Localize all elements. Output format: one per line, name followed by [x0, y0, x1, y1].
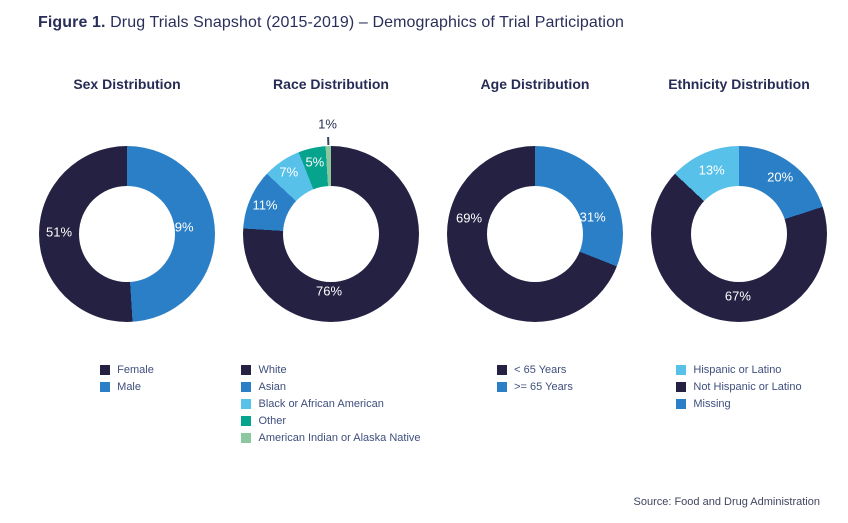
legend-item-american-indian-or-alaska-native: American Indian or Alaska Native	[241, 429, 421, 446]
chart-title-ethnicity-distribution: Ethnicity Distribution	[668, 76, 810, 92]
legend-item-hispanic-or-latino: Hispanic or Latino	[676, 361, 801, 378]
legend-item-65-years: >= 65 Years	[497, 378, 573, 395]
legend-swatch	[100, 364, 111, 375]
legend-swatch	[241, 398, 252, 409]
legend-swatch	[241, 381, 252, 392]
legend-item-not-hispanic-or-latino: Not Hispanic or Latino	[676, 378, 802, 395]
legend-sex-distribution: Female Male	[100, 361, 154, 395]
donut-sex-distribution: 51% 49%	[39, 146, 215, 322]
legend-label: >= 65 Years	[514, 380, 573, 393]
slice-label-white: 76%	[315, 283, 343, 299]
legend-label: Asian	[258, 380, 287, 393]
legend-swatch	[676, 364, 687, 375]
slice-label-not-hispanic-or-latino: 67%	[724, 288, 751, 304]
legend-item-male: Male	[100, 378, 154, 395]
slice-label-american-indian-or-alaska-native: 1%	[318, 116, 337, 132]
legend-label: Not Hispanic or Latino	[693, 380, 802, 393]
slice-label-missing: 20%	[767, 169, 794, 185]
legend-swatch	[100, 381, 111, 392]
legend-label: American Indian or Alaska Native	[258, 431, 421, 444]
slice-label-asian: 11%	[252, 197, 278, 213]
legend-item-65-years: < 65 Years	[497, 361, 573, 378]
donut-age-distribution: 69% 31%	[447, 146, 623, 322]
slice-label-hispanic-or-latino: 13%	[698, 162, 725, 178]
chart-race-distribution: Race Distribution 76% 11% 7% 5% 1% White Asian B…	[229, 76, 433, 446]
legend-label: Male	[117, 380, 141, 393]
leader-tick	[327, 137, 329, 146]
legend-swatch	[676, 381, 687, 392]
legend-item-white: White	[241, 361, 420, 378]
chart-title-race-distribution: Race Distribution	[273, 76, 389, 92]
legend-item-missing: Missing	[676, 395, 801, 412]
chart-age-distribution: Age Distribution 69% 31% < 65 Years >= 65 Ye…	[433, 76, 637, 446]
figure-number-label: Figure 1.	[38, 14, 106, 31]
legend-label: Female	[117, 363, 154, 376]
slice-label-black-or-african-american: 7%	[279, 164, 299, 180]
donut-race-distribution: 76% 11% 7% 5% 1%	[243, 117, 419, 322]
legend-item-female: Female	[100, 361, 154, 378]
legend-ethnicity-distribution: Hispanic or Latino Not Hispanic or Latino…	[676, 361, 802, 412]
legend-swatch	[497, 381, 508, 392]
donut-hole	[79, 186, 175, 282]
slice-label-male: 49%	[167, 219, 194, 235]
donut-hole	[487, 186, 583, 282]
donut-hole	[691, 186, 787, 282]
chart-title-sex-distribution: Sex Distribution	[73, 76, 181, 92]
figure-header: Figure 1. Drug Trials Snapshot (2015-201…	[0, 14, 848, 32]
legend-swatch	[241, 364, 252, 375]
chart-title-age-distribution: Age Distribution	[480, 76, 590, 92]
slice-label-other: 5%	[305, 154, 325, 170]
donut-ethnicity-distribution: 13% 67% 20%	[651, 146, 827, 322]
legend-age-distribution: < 65 Years >= 65 Years	[497, 361, 573, 395]
legend-label: Hispanic or Latino	[693, 363, 782, 376]
legend-label: Black or African American	[258, 397, 384, 410]
legend-swatch	[676, 398, 687, 409]
legend-label: White	[258, 363, 287, 376]
chart-ethnicity-distribution: Ethnicity Distribution 13% 67% 20% Hispanic …	[637, 76, 841, 446]
legend-item-black-or-african-american: Black or African American	[241, 395, 420, 412]
legend-race-distribution: White Asian Black or African American Other…	[241, 361, 421, 446]
legend-label: Other	[258, 414, 286, 427]
chart-sex-distribution: Sex Distribution 51% 49% Female Male	[25, 76, 229, 446]
legend-item-other: Other	[241, 412, 420, 429]
legend-swatch	[241, 415, 252, 426]
slice-label-65-years: 69%	[456, 210, 483, 226]
legend-label: < 65 Years	[514, 363, 567, 376]
donut-hole	[283, 186, 379, 282]
charts-row: Sex Distribution 51% 49% Female Male Race Dis…	[25, 76, 848, 446]
slice-label-female: 51%	[46, 224, 73, 240]
figure-title: Figure 1. Drug Trials Snapshot (2015-201…	[38, 14, 848, 32]
source-note: Source: Food and Drug Administration	[633, 496, 821, 508]
slice-label-65-years: 31%	[579, 209, 606, 225]
legend-label: Missing	[693, 397, 731, 410]
legend-swatch	[497, 364, 508, 375]
figure-title-text: Drug Trials Snapshot (2015-2019) – Demog…	[105, 14, 625, 31]
legend-swatch	[241, 432, 252, 443]
legend-item-asian: Asian	[241, 378, 420, 395]
